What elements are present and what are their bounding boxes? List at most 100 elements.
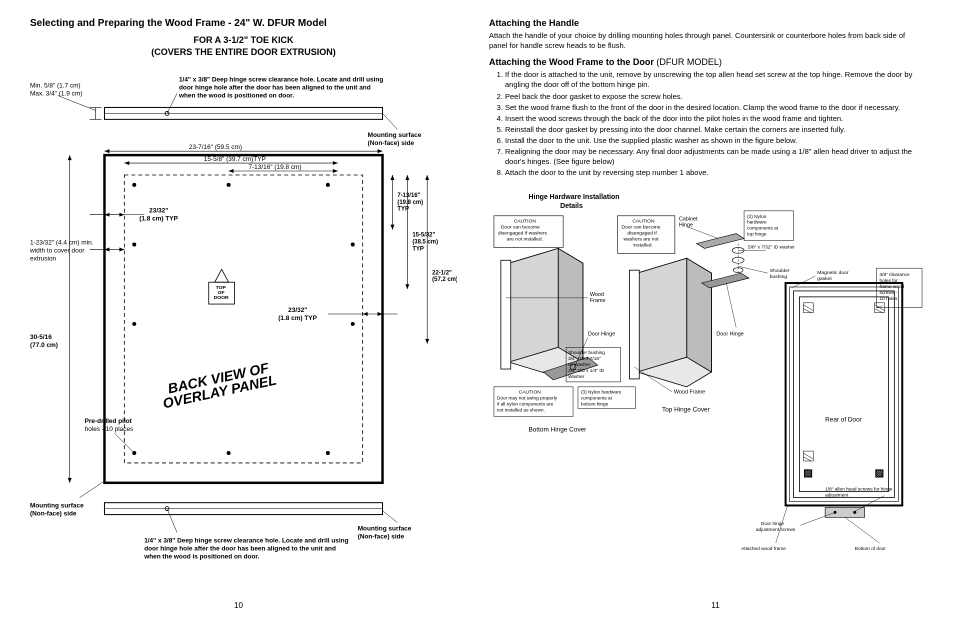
dt2: Details [560, 202, 583, 209]
wf1b: Frame [590, 297, 606, 303]
sb2a: Shoulder bushing [568, 350, 605, 356]
step-5: Reinstall the door gasket by pressing in… [505, 125, 924, 135]
pilot2: holes - 10 places [85, 427, 134, 434]
dv1b: (19.8 cm) [397, 200, 423, 206]
tod3: DOOR [214, 295, 229, 301]
step-8: Attach the door to the unit by reversing… [505, 168, 924, 178]
ms1a: Mounting surface [368, 133, 422, 140]
dv3a: 22-1/2" [432, 271, 452, 277]
hinge-diagram: Hinge Hardware Installation Details CAUT… [489, 187, 924, 557]
top-hinge-iso [629, 233, 749, 386]
al2: adjustment [825, 492, 849, 498]
h2b: (DFUR MODEL) [656, 57, 722, 67]
left-column: Selecting and Preparing the Wood Frame -… [0, 0, 477, 618]
dv3b: (57.2 cm) [432, 278, 457, 284]
ms3a: Mounting surface [358, 526, 412, 533]
left-subtitle: FOR A 3-1/2" TOE KICK (COVERS THE ENTIRE… [30, 35, 457, 58]
c3c: if all nylon components are [497, 401, 554, 407]
sb2b: 3/4" OD x 7/16" [568, 356, 601, 362]
mg2: gasket [817, 276, 832, 282]
nt1: (2) Nylon [747, 213, 767, 219]
mg1: Magnetic door [817, 270, 849, 276]
c3d: not installed as shown. [497, 407, 545, 413]
nw1: 1-23/32" (4.4 cm) min. [30, 240, 94, 247]
step-2: Peel back the door gasket to expose the … [505, 92, 924, 102]
cl1: 3/8" clearance [880, 272, 910, 278]
c2e: installed. [633, 242, 653, 248]
dv2a: 15-5/32" [412, 233, 435, 239]
page: Selecting and Preparing the Wood Frame -… [0, 0, 954, 618]
nb1a: (3) Nylon hardware [581, 389, 622, 395]
sh2: bushing [770, 274, 788, 280]
step-6: Install the door to the unit. Use the su… [505, 136, 924, 146]
d4b: (1.8 cm) TYP [139, 216, 178, 223]
right-column: Attaching the Handle Attach the handle o… [477, 0, 954, 618]
note-min: Min. 5/8" (1.7 cm) [30, 83, 81, 90]
d5a: 23/32" [288, 307, 307, 314]
nt4: top hinge [747, 231, 767, 237]
rod: Rear of Door [825, 416, 863, 423]
d4a: 23/32" [149, 208, 168, 215]
note-max: Max. 3/4" (1.9 cm) [30, 91, 82, 98]
dv4a: 30-5/16 [30, 334, 52, 341]
sb2d: 3/4" OD x 1/4" ID [568, 368, 605, 374]
dv2b: (38.5 cm) [412, 240, 438, 246]
nt3: components at [747, 225, 779, 231]
d1: 23-7/16" (59.5 cm) [189, 145, 242, 152]
pagenum-left: 10 [0, 601, 477, 610]
c2c: disengaged if [627, 230, 657, 236]
pilot1: Pre-drilled pilot [85, 419, 133, 426]
c3a: CAUTION [519, 389, 542, 395]
d5b: (1.8 cm) TYP [278, 315, 317, 322]
ms3b: (Non-face) side [358, 534, 405, 541]
nw2: width to cover door [30, 248, 85, 255]
c2b: Door can become [621, 224, 660, 230]
dh2: Door Hinge [716, 331, 743, 337]
nb1: 1/4" x 3/8" Deep hinge screw clearance h… [144, 538, 348, 545]
steps-list: If the door is attached to the unit, rem… [489, 70, 924, 178]
bod: Bottom of door [855, 545, 886, 551]
sh1: Shoulder [770, 268, 790, 274]
note-top-r1: 1/4" x 3/8" Deep hinge screw clearance h… [179, 77, 383, 84]
c1c: disengaged if washers [498, 230, 548, 236]
dv2c: TYP [412, 247, 424, 253]
dt1: Hinge Hardware Installation [529, 193, 620, 200]
note-top-r2: door hinge hole after the door has been … [179, 85, 371, 92]
ms1b: (Non-face) side [368, 141, 415, 148]
c2a: CAUTION [632, 218, 655, 224]
dv1a: 7-13/16" [397, 193, 420, 199]
bhc: Bottom Hinge Cover [529, 426, 588, 433]
step-4: Insert the wood screws through the back … [505, 114, 924, 124]
ch2: Hinge [679, 222, 693, 228]
subtitle-line1: FOR A 3-1/2" TOE KICK [194, 35, 294, 45]
sb2c: ID Washer [568, 362, 591, 368]
overlay-panel-diagram: Min. 5/8" (1.7 cm) Max. 3/4" (1.9 cm) 1/… [30, 64, 457, 564]
cl2: holes for [880, 278, 899, 284]
nb2: door hinge hole after the door has been … [144, 546, 336, 553]
attach-frame-title: Attaching the Wood Frame to the Door (DF… [489, 57, 924, 67]
attach-handle-body: Attach the handle of your choice by dril… [489, 31, 924, 51]
cl4: screws - [880, 289, 898, 295]
cl3: frame wood [880, 283, 905, 289]
svg-text:▨: ▨ [803, 467, 812, 478]
rear-door-panel: ▨ ▨ [786, 283, 903, 517]
awf: Attached wood frame [741, 545, 786, 551]
step-1: If the door is attached to the unit, rem… [505, 70, 924, 90]
thc: Top Hinge Cover [662, 406, 711, 413]
ms2b: (Non-face) side [30, 511, 77, 518]
c1d: are not installed. [507, 236, 543, 242]
al1: 1/8" allen head screws for hinge [825, 486, 893, 492]
cl5: 10 holes [880, 295, 899, 301]
c1a: CAUTION [514, 218, 537, 224]
subtitle-line2: (COVERS THE ENTIRE DOOR EXTRUSION) [151, 47, 336, 57]
c3b: Door may not swing properly [497, 395, 558, 401]
pagenum-right: 11 [477, 601, 954, 610]
svg-text:▨: ▨ [875, 467, 884, 478]
nb3: when the wood is positioned on door. [143, 554, 259, 561]
note-top-r3: when the wood is positioned on door. [178, 93, 294, 100]
c2d: washers are not [623, 236, 659, 242]
nw3: extrusion [30, 256, 57, 263]
step-7: Realigning the door may be necessary. An… [505, 147, 924, 167]
d2: 15-5/8" (39.7 cm)TYP [204, 156, 266, 163]
dh1: Door Hinge [588, 331, 615, 337]
